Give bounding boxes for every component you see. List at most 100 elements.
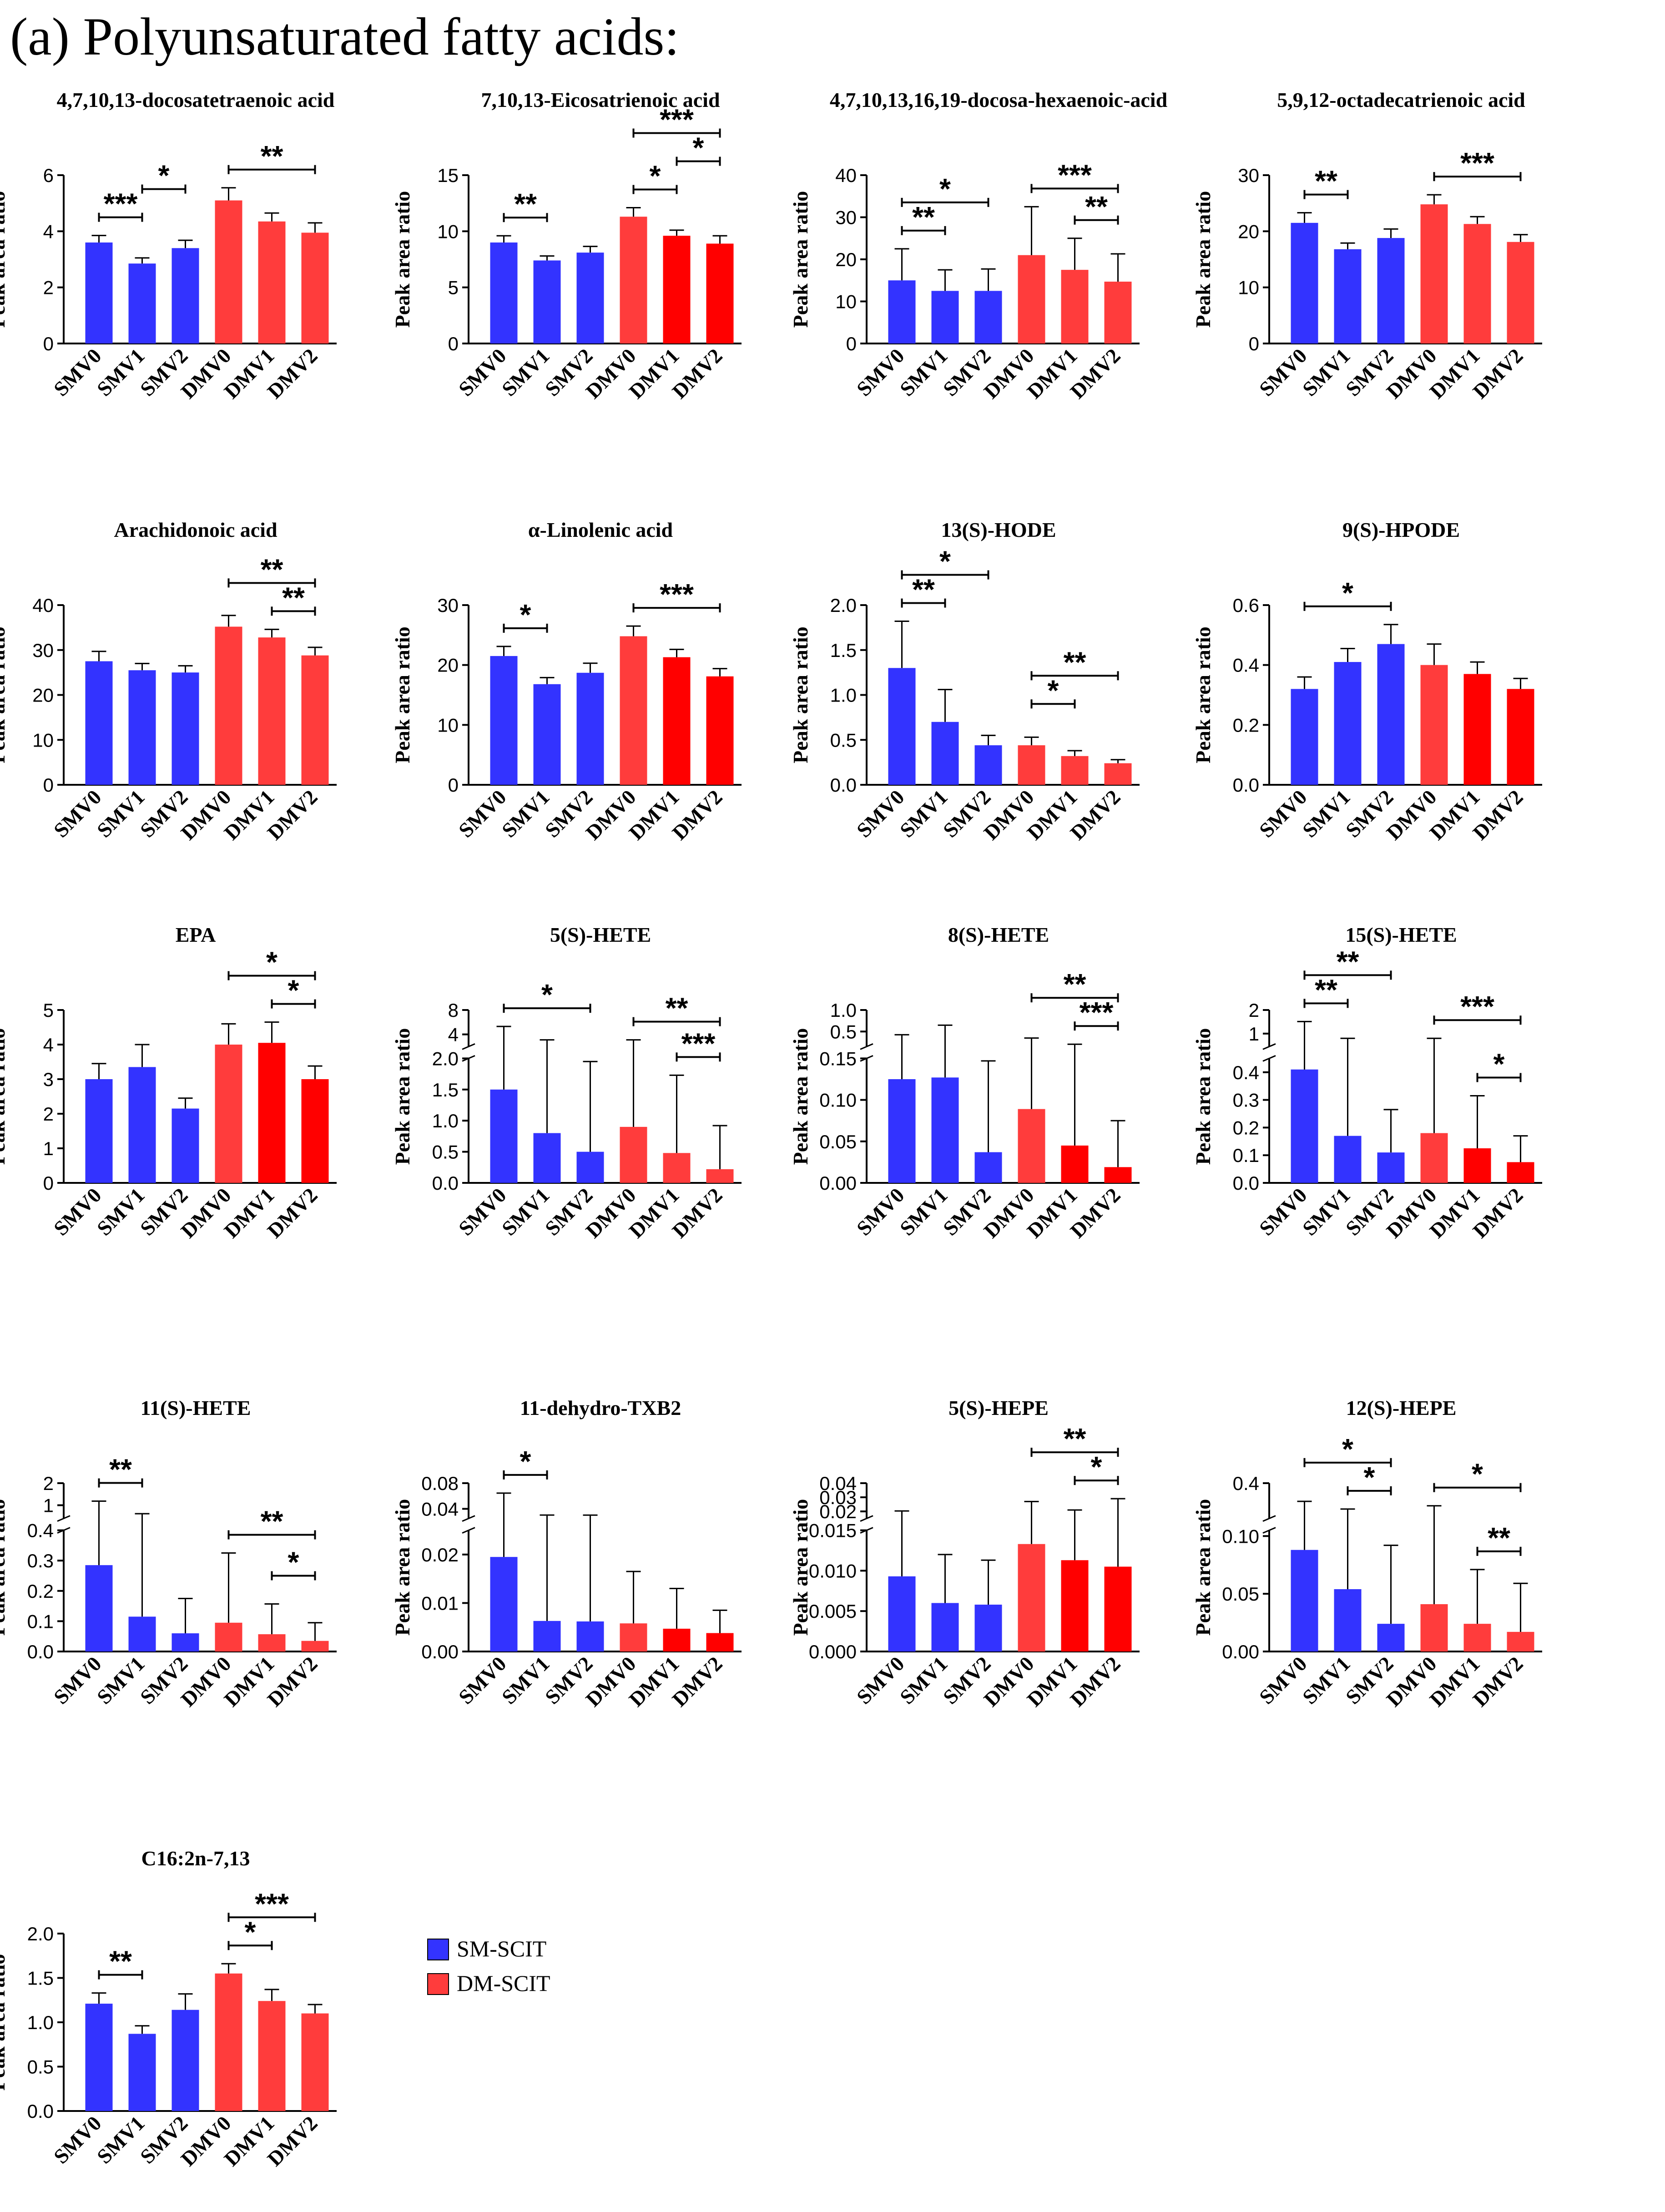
sig-label: *** xyxy=(1058,158,1092,191)
y-tick-label: 0.0 xyxy=(432,1172,459,1194)
bar-SMV0 xyxy=(490,242,518,343)
bar-SMV2 xyxy=(974,745,1002,785)
sig-label: *** xyxy=(1080,996,1114,1029)
y-tick-label: 0 xyxy=(448,774,459,796)
chart-5: Arachidonoic acid Peak area ratio 0 10 20 30 4… xyxy=(0,518,337,844)
bar-DMV2 xyxy=(301,655,329,785)
bar-DMV2 xyxy=(1507,242,1534,343)
y-tick-label: 0.02 xyxy=(421,1544,459,1566)
chart-8: 9(S)-HPODE Peak area ratio 0.0 0.2 0.4 0.6 SMV… xyxy=(1191,518,1542,844)
x-tick-label: SMV0 xyxy=(49,785,106,842)
sig-label: ** xyxy=(282,581,305,614)
axis-break-mark xyxy=(860,1515,873,1522)
bar-SMV1 xyxy=(128,1067,156,1183)
y-tick-label: 0.5 xyxy=(432,1141,459,1163)
sig-label: ** xyxy=(1337,945,1359,978)
x-tick-label: SMV0 xyxy=(1255,785,1312,842)
bar-SMV0 xyxy=(85,1565,113,1651)
x-tick-label: SMV0 xyxy=(49,1183,106,1240)
y-tick-label: 2.0 xyxy=(830,595,857,616)
bar-SMV2 xyxy=(172,672,199,785)
chart-title: EPA xyxy=(176,923,216,946)
sig-label: *** xyxy=(1460,990,1494,1023)
y-tick-label: 1.5 xyxy=(830,640,857,661)
y-tick-label: 10 xyxy=(835,291,857,313)
sig-label: * xyxy=(939,545,951,578)
y-tick-label: 40 xyxy=(835,165,857,186)
bar-SMV2 xyxy=(172,248,199,343)
y-tick-label: 0.0 xyxy=(1233,774,1259,796)
y-tick-label: 0.08 xyxy=(421,1473,459,1494)
x-tick-label: DMV2 xyxy=(1468,1183,1528,1242)
sig-label: ** xyxy=(514,187,537,220)
bar-SMV0 xyxy=(1291,1550,1318,1651)
sig-label: *** xyxy=(681,1027,716,1060)
x-tick-label: DMV2 xyxy=(263,344,322,403)
chart-13: 11(S)-HETE Peak area ratio 0.0 0.1 0.2 0.3 0.4… xyxy=(0,1396,337,1711)
x-tick-label: DMV2 xyxy=(668,1652,727,1711)
chart-title: 5(S)-HEPE xyxy=(949,1396,1049,1419)
x-tick-label: SMV1 xyxy=(497,785,554,842)
y-tick-label: 0.10 xyxy=(819,1090,857,1111)
y-tick-label: 0.3 xyxy=(27,1550,54,1571)
legend: SM-SCIT DM-SCIT xyxy=(427,1936,550,1996)
x-tick-label: SMV1 xyxy=(92,1183,149,1240)
sig-label: * xyxy=(158,159,170,192)
bar-SMV2 xyxy=(1377,1152,1405,1183)
bar-SMV2 xyxy=(1377,238,1405,343)
y-tick-label: 20 xyxy=(1238,221,1259,242)
chart-title: 11(S)-HETE xyxy=(141,1396,251,1419)
y-tick-label: 10 xyxy=(437,221,459,242)
bar-DMV0 xyxy=(620,636,647,785)
y-tick-label: 1.5 xyxy=(27,1968,54,1989)
x-tick-label: SMV1 xyxy=(895,1183,952,1240)
y-tick-label: 2.0 xyxy=(27,1923,54,1944)
y-tick-label: 0.000 xyxy=(809,1641,857,1662)
bar-DMV0 xyxy=(215,200,242,343)
y-axis-label: Peak area ratio xyxy=(0,191,9,328)
x-tick-label: SMV1 xyxy=(1298,1183,1355,1240)
y-tick-label: 20 xyxy=(835,249,857,270)
chart-11: 8(S)-HETE Peak area ratio 0.00 0.05 0.10 0.15… xyxy=(789,923,1140,1242)
bar-SMV1 xyxy=(533,1621,561,1651)
y-tick-label: 40 xyxy=(32,595,54,616)
y-tick-label: 30 xyxy=(1238,165,1259,186)
y-tick-label: 0.010 xyxy=(809,1560,857,1581)
chart-title: Arachidonoic acid xyxy=(114,518,277,541)
x-tick-label: DMV2 xyxy=(263,1183,322,1242)
sig-label: * xyxy=(1472,1458,1483,1490)
bar-SMV2 xyxy=(1377,1624,1405,1651)
bar-DMV2 xyxy=(1507,1162,1534,1183)
y-tick-label: 0.15 xyxy=(819,1048,857,1069)
y-tick-label: 1 xyxy=(43,1495,54,1516)
chart-panels: 4,7,10,13-docosatetraenoic acid Peak area… xyxy=(0,88,1542,2171)
sig-label: *** xyxy=(1460,146,1494,179)
bar-DMV2 xyxy=(706,676,734,785)
bar-SMV0 xyxy=(490,1557,518,1651)
x-tick-label: DMV2 xyxy=(1468,344,1528,403)
legend-label-sm: SM-SCIT xyxy=(457,1936,546,1961)
bar-SMV2 xyxy=(172,1633,199,1651)
y-tick-label: 0.03 xyxy=(819,1487,857,1508)
x-tick-label: SMV0 xyxy=(454,785,511,842)
x-tick-label: DMV2 xyxy=(1468,1652,1528,1711)
y-tick-label: 0.015 xyxy=(809,1520,857,1541)
sig-label: * xyxy=(288,974,299,1007)
bar-SMV0 xyxy=(1291,1069,1318,1183)
chart-title: 13(S)-HODE xyxy=(941,518,1056,541)
bar-SMV0 xyxy=(888,1079,916,1183)
x-tick-label: SMV1 xyxy=(497,1183,554,1240)
sig-label: *** xyxy=(660,103,694,136)
x-tick-label: DMV2 xyxy=(263,1652,322,1711)
sig-label: ** xyxy=(261,140,283,172)
x-tick-label: SMV1 xyxy=(92,1652,149,1709)
sig-label: * xyxy=(1364,1461,1375,1494)
bar-SMV1 xyxy=(128,1616,156,1651)
chart-15: 5(S)-HEPE Peak area ratio 0.000 0.005 0.010 0… xyxy=(789,1396,1140,1711)
chart-4: 5,9,12-octadecatrienoic acid Peak area ra… xyxy=(1191,88,1542,403)
axis-break-mark xyxy=(462,1527,475,1534)
bar-DMV1 xyxy=(663,1153,691,1183)
sig-label: * xyxy=(288,1546,299,1579)
sig-label: ** xyxy=(1085,190,1108,223)
